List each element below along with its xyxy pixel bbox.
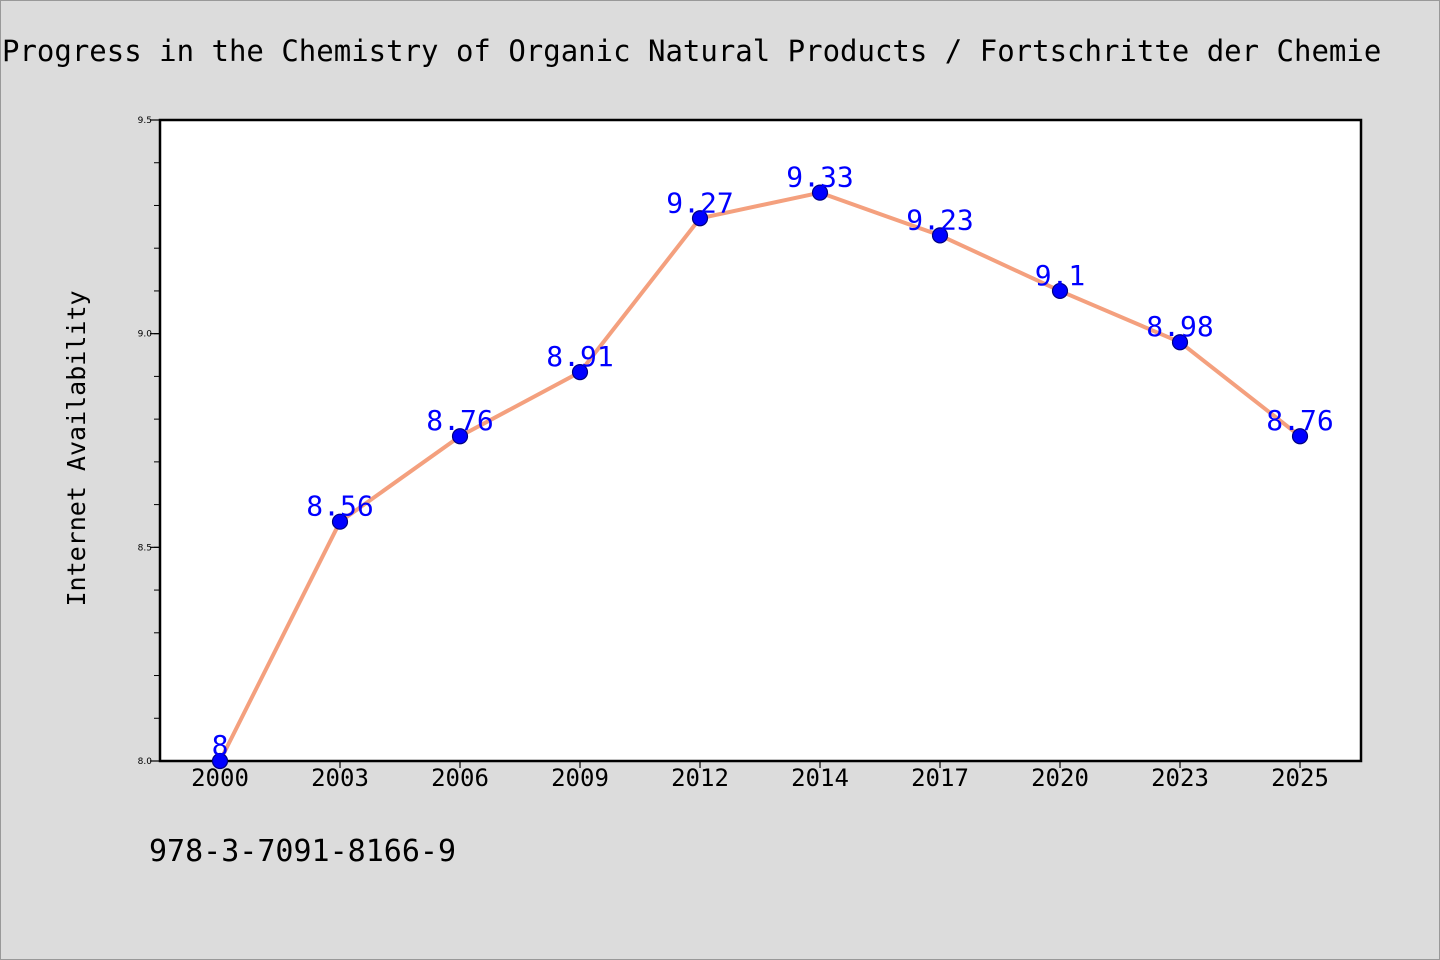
chart-title: Progress in the Chemistry of Organic Nat… [2, 34, 1382, 68]
x-tick-label: 2023 [1151, 764, 1209, 792]
data-label: 9.27 [666, 186, 733, 219]
series-line [218, 190, 1302, 762]
data-point [811, 184, 829, 201]
data-label: 9.1 [1035, 259, 1086, 292]
isbn-text: 978-3-7091-8166-9 [149, 834, 457, 869]
data-label: 8.76 [1266, 404, 1333, 437]
x-tick-label: 2014 [791, 764, 849, 792]
data-point [1291, 428, 1309, 445]
data-point [1171, 334, 1189, 351]
x-axis: 2000 2003 2006 2009 2012 2014 2017 2020 2023 2025 [191, 761, 1329, 792]
x-tick-label: 2025 [1271, 764, 1329, 792]
y-tick-label: 8.0 [138, 757, 153, 767]
data-labels: 8 8.56 8.76 8.91 9.27 9.33 9.23 9.1 8.98 8.76 [212, 161, 1334, 762]
x-tick-label: 2012 [671, 764, 729, 792]
x-tick-label: 2003 [311, 764, 369, 792]
data-point [331, 513, 349, 530]
data-point [211, 752, 229, 770]
y-tick-label: 8.5 [138, 543, 152, 553]
plot-area [158, 118, 1363, 763]
y-axis: 8.0 8.5 9.0 9.5 [138, 116, 160, 767]
data-point [451, 428, 469, 445]
x-tick-label: 2006 [431, 764, 489, 792]
y-tick-label: 9.5 [138, 116, 152, 126]
data-label: 8.56 [306, 490, 373, 523]
data-label: 9.33 [786, 161, 853, 194]
y-tick-label: 9.0 [138, 330, 153, 340]
x-tick-label: 2020 [1031, 764, 1089, 792]
data-label: 8.98 [1146, 310, 1213, 343]
data-point [931, 227, 949, 244]
data-point [691, 210, 709, 227]
data-label: 8.91 [546, 340, 613, 373]
x-tick-label: 2009 [551, 764, 609, 792]
y-axis-label: Internet Availability [62, 290, 91, 606]
data-label: 8 [212, 729, 229, 762]
data-label: 8.76 [426, 404, 493, 437]
data-markers [211, 184, 1309, 770]
data-point [1051, 282, 1069, 300]
data-point [571, 364, 589, 381]
x-tick-label: 2017 [911, 764, 969, 792]
data-label: 9.23 [906, 203, 973, 236]
